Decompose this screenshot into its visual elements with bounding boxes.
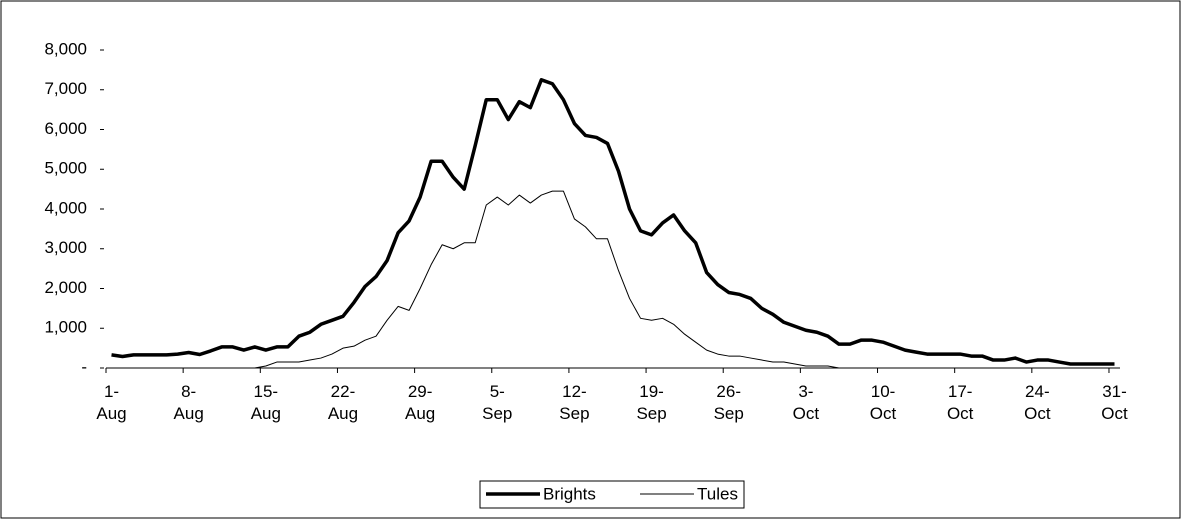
legend-label: Tules xyxy=(697,484,738,503)
y-tick-label: 6,000 xyxy=(44,119,87,138)
x-tick-label: 26- Sep xyxy=(713,382,744,423)
legend-label: Brights xyxy=(543,484,596,503)
x-tick-label: 24- Oct xyxy=(1024,382,1051,423)
x-tick-label: 10- Oct xyxy=(869,382,897,423)
x-tick-label: 19- Sep xyxy=(636,382,667,423)
y-tick-label: 7,000 xyxy=(44,79,87,98)
y-tick-label: 4,000 xyxy=(44,198,87,217)
y-tick-label: - xyxy=(81,357,87,376)
x-tick-label: 3- Oct xyxy=(792,382,820,423)
x-tick-label: 29- Aug xyxy=(404,382,436,423)
y-tick-label: 1,000 xyxy=(44,318,87,337)
x-tick-label: 15- Aug xyxy=(250,382,281,423)
x-tick-label: 1- Aug xyxy=(96,382,127,423)
y-tick-label: 5,000 xyxy=(44,159,87,178)
x-tick-label: 8- Aug xyxy=(173,382,204,423)
line-series xyxy=(232,190,840,369)
line-series xyxy=(111,78,1115,366)
x-tick-label: 5- Sep xyxy=(482,382,513,423)
y-tick-label: 2,000 xyxy=(44,278,87,297)
x-tick-label: 22- Aug xyxy=(327,382,359,423)
x-tick-label: 12- Sep xyxy=(559,382,590,423)
y-tick-label: 3,000 xyxy=(44,238,87,257)
y-tick-label: 8,000 xyxy=(44,39,87,58)
x-tick-label: 31- Oct xyxy=(1101,382,1128,423)
x-tick-label: 17- Oct xyxy=(946,382,974,423)
